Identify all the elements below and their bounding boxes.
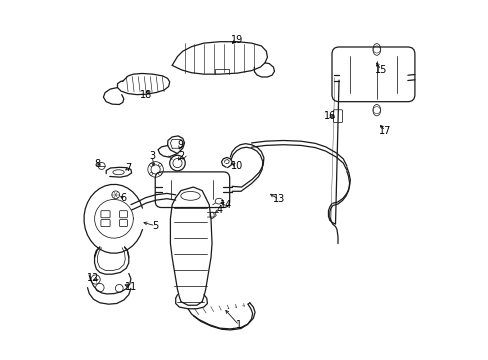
Text: 10: 10 bbox=[230, 161, 243, 171]
Text: 4: 4 bbox=[216, 205, 223, 215]
Text: 11: 11 bbox=[124, 282, 137, 292]
Text: 6: 6 bbox=[121, 193, 127, 203]
Text: 7: 7 bbox=[125, 163, 132, 173]
Text: 14: 14 bbox=[220, 200, 232, 210]
Text: 9: 9 bbox=[177, 140, 183, 150]
Text: 3: 3 bbox=[149, 151, 155, 161]
Text: 12: 12 bbox=[87, 273, 100, 283]
Text: 18: 18 bbox=[140, 90, 152, 100]
Text: 17: 17 bbox=[379, 126, 391, 136]
Text: 5: 5 bbox=[152, 221, 159, 231]
Text: 16: 16 bbox=[323, 111, 335, 121]
Text: 1: 1 bbox=[236, 320, 242, 330]
Text: 19: 19 bbox=[230, 35, 243, 45]
Text: 15: 15 bbox=[374, 65, 387, 75]
Text: 13: 13 bbox=[272, 194, 285, 204]
Text: 2: 2 bbox=[178, 151, 184, 161]
Text: 8: 8 bbox=[94, 159, 100, 169]
